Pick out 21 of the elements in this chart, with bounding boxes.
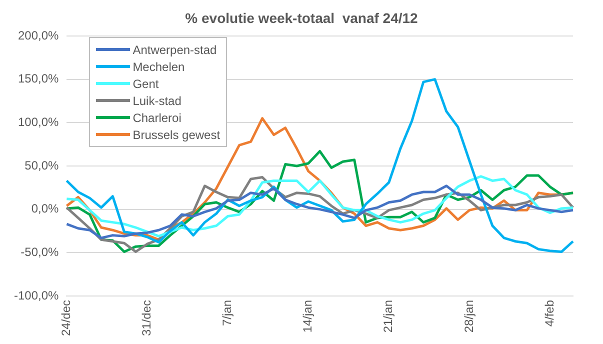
y-tick-label: 150,0%: [18, 72, 60, 86]
chart-title: % evolutie week-totaal vanaf 24/12: [184, 10, 419, 26]
x-tick-label: 7/jan: [220, 300, 234, 326]
x-tick-label: 31/dec: [140, 300, 154, 336]
legend-label: Luik-stad: [132, 92, 182, 109]
y-tick-label: -50,0%: [20, 244, 60, 259]
y-tick-label: 100,0%: [18, 114, 60, 129]
legend-label: Brussels gewest: [132, 126, 220, 143]
y-tick-label: 50,0%: [24, 158, 60, 172]
legend-label: Mechelen: [132, 58, 186, 75]
legend-label: Gent: [132, 76, 160, 92]
legend-label: Antwerpen-stad: [132, 42, 218, 58]
x-tick-label: 28/jan: [462, 300, 476, 333]
x-tick-label: 14/jan: [300, 300, 315, 333]
y-tick-label: -100,0%: [14, 288, 60, 302]
legend-label: Charleroi: [132, 110, 182, 126]
y-tick-label: 200,0%: [18, 28, 60, 42]
x-tick-label: 24/dec: [59, 300, 74, 336]
y-tick-label: 0,0%: [31, 202, 60, 216]
x-tick-label: 21/jan: [381, 300, 396, 333]
x-tick-label: 4/feb: [542, 300, 556, 327]
